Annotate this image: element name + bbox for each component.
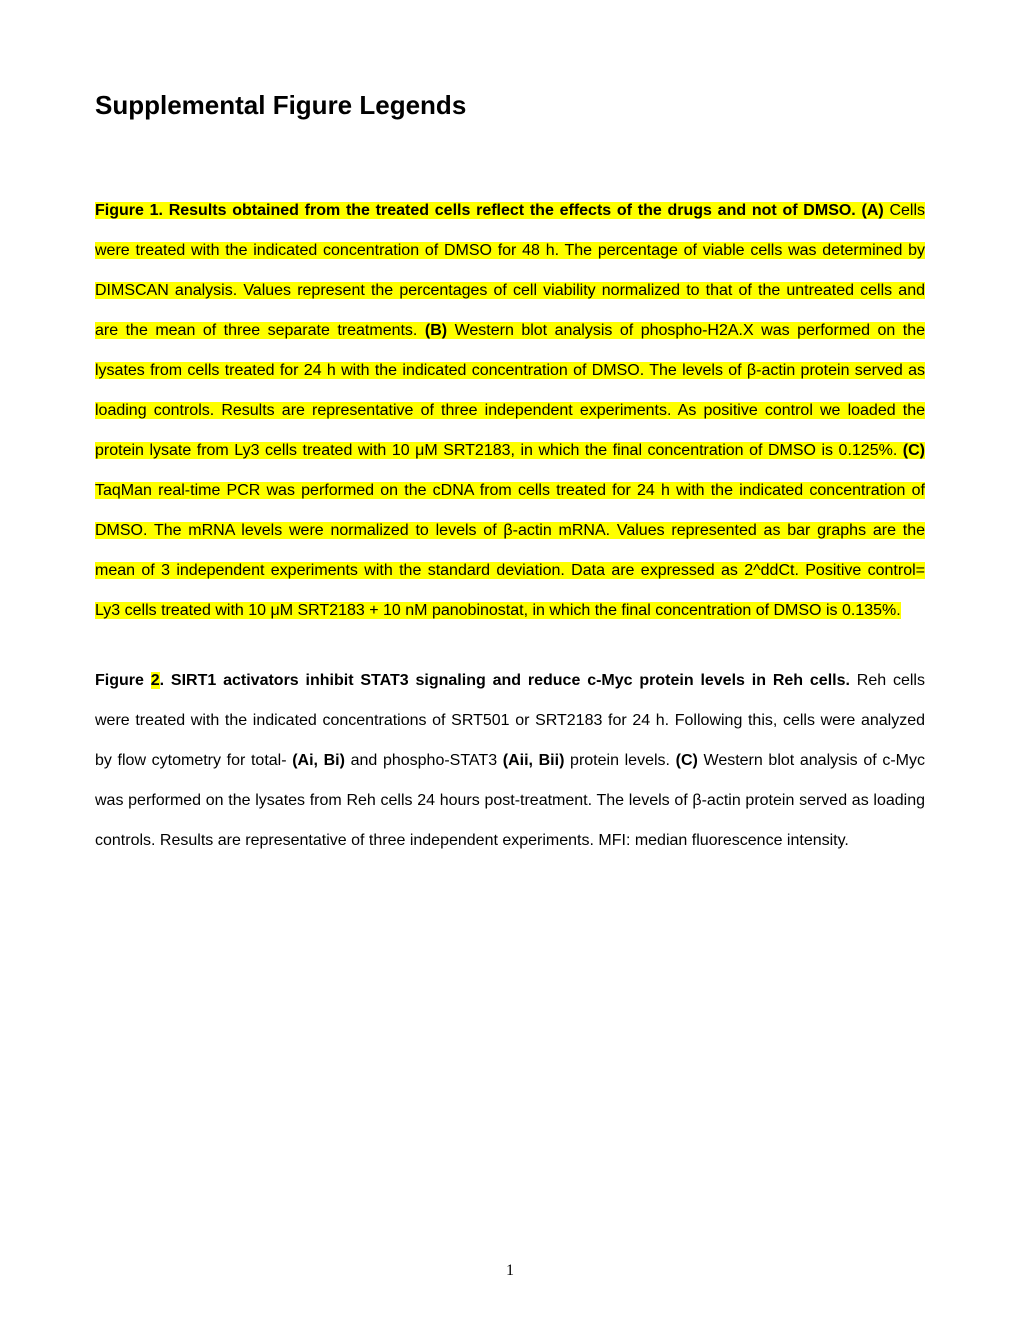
figure-1-legend: Figure 1. Results obtained from the trea… xyxy=(95,191,925,631)
fig2-text-2: and phospho-STAT3 xyxy=(351,752,503,769)
fig1-text-a: Cells were treated with the indicated co… xyxy=(95,202,925,339)
fig2-label-c: (C) xyxy=(676,752,704,769)
fig1-label-b: (B) xyxy=(425,322,455,339)
fig2-prefix: Figure xyxy=(95,672,151,689)
page-number: 1 xyxy=(506,1262,514,1280)
fig2-label-aii-bii: (Aii, Bii) xyxy=(503,752,570,769)
figure-2-legend: Figure 2. SIRT1 activators inhibit STAT3… xyxy=(95,661,925,861)
fig2-text-3: protein levels. xyxy=(570,752,676,769)
fig2-label-ai-bi: (Ai, Bi) xyxy=(292,752,350,769)
fig1-label-c: (C) xyxy=(903,442,925,459)
fig1-text-b: Western blot analysis of phospho-H2A.X w… xyxy=(95,322,925,459)
fig1-heading: Figure 1. Results obtained from the trea… xyxy=(95,202,889,219)
document-page: Supplemental Figure Legends Figure 1. Re… xyxy=(0,0,1020,1320)
page-title: Supplemental Figure Legends xyxy=(95,90,925,121)
fig1-text-c: TaqMan real-time PCR was performed on th… xyxy=(95,482,925,619)
fig2-number: 2 xyxy=(151,672,160,689)
fig2-heading: . SIRT1 activators inhibit STAT3 signali… xyxy=(160,672,857,689)
